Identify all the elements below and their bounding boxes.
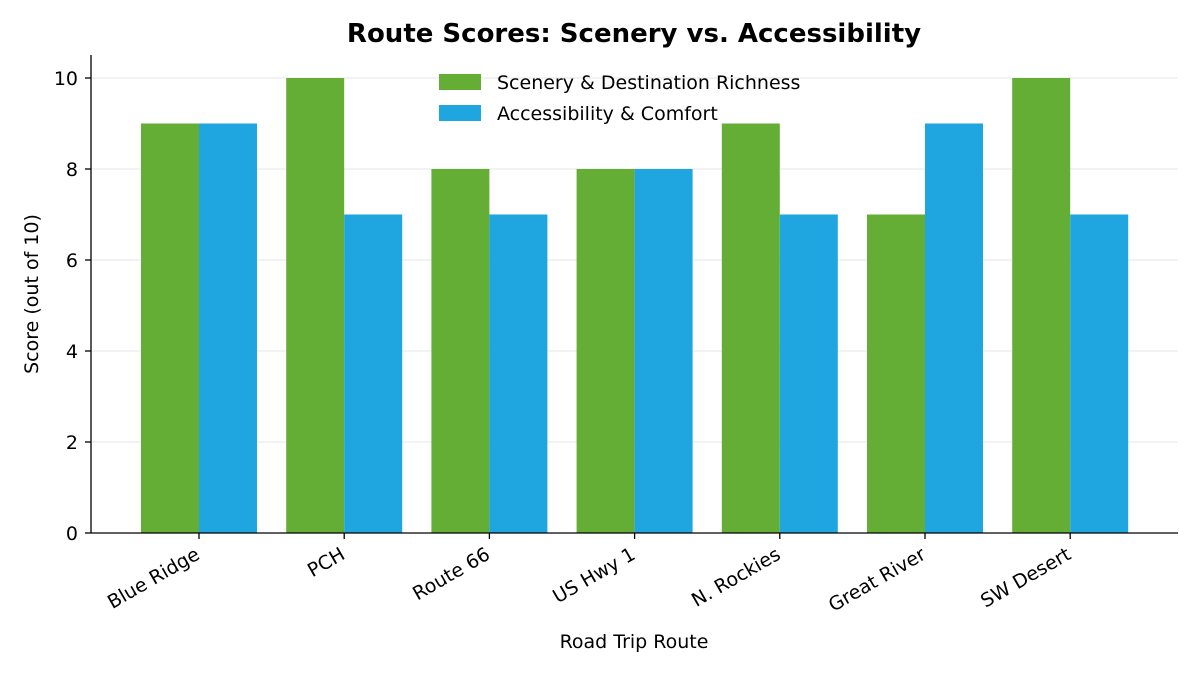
bar-scenery [721,123,780,533]
bar-accessibility [1070,214,1129,533]
x-tick-label: Great River [825,543,930,616]
y-tick-label: 4 [66,341,78,363]
bar-scenery [867,214,925,533]
bars [141,78,1129,533]
y-tick-label: 2 [66,432,78,454]
x-tick-label: SW Desert [977,543,1075,612]
y-ticks: 0 2 4 6 8 10 [54,68,91,545]
bar-scenery [431,169,490,533]
y-tick-label: 10 [54,68,78,90]
x-tick-label: PCH [304,543,349,582]
bar-accessibility [489,214,548,533]
x-tick-label: Route 66 [409,543,494,605]
legend-swatch-scenery [439,74,481,90]
legend: Scenery & Destination Richness Accessibi… [439,72,800,125]
bar-scenery [286,78,345,533]
bar-accessibility [925,123,983,533]
bar-accessibility [779,214,838,533]
y-tick-label: 8 [66,159,78,181]
legend-label-accessibility: Accessibility & Comfort [497,103,718,125]
legend-label-scenery: Scenery & Destination Richness [497,72,800,94]
x-tick-label: US Hwy 1 [549,543,639,608]
x-tick-label: Blue Ridge [104,543,204,613]
chart-title: Route Scores: Scenery vs. Accessibility [347,19,921,49]
x-axis-label: Road Trip Route [560,631,709,653]
bar-accessibility [344,214,403,533]
bar-accessibility [199,123,257,533]
bar-scenery [576,169,635,533]
bar-accessibility [634,169,693,533]
bar-scenery [141,123,199,533]
x-tick-label: N. Rockies [688,543,784,611]
y-axis-label: Score (out of 10) [21,214,43,374]
x-ticks: Blue Ridge PCH Route 66 US Hwy 1 N. Rockies G… [104,533,1075,616]
bar-scenery [1012,78,1071,533]
y-tick-label: 6 [66,250,78,272]
legend-swatch-accessibility [439,105,481,121]
y-tick-label: 0 [66,523,78,545]
